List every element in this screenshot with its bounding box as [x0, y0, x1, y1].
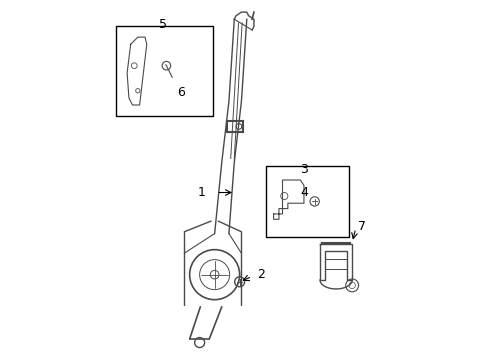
Bar: [117, 26, 213, 116]
Bar: [267, 166, 348, 237]
Text: 1: 1: [198, 186, 206, 199]
Text: 2: 2: [258, 268, 266, 281]
Text: 5: 5: [159, 18, 167, 31]
Text: 4: 4: [300, 186, 308, 199]
Text: 7: 7: [358, 220, 366, 233]
Text: 6: 6: [177, 86, 185, 99]
Text: 3: 3: [300, 163, 308, 176]
